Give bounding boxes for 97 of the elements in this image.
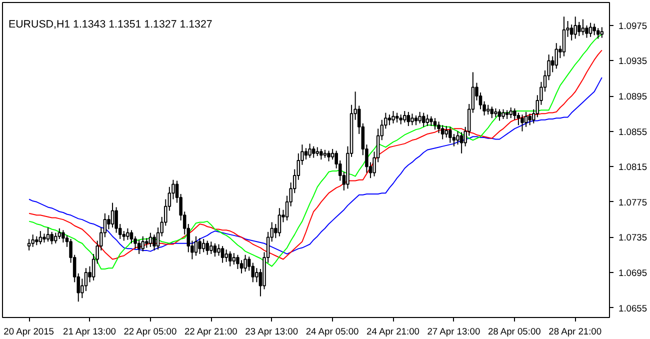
x-tick-label: 24 Apr 05:00: [306, 326, 359, 336]
candlestick: [433, 118, 437, 130]
candlestick: [418, 111, 422, 124]
candlestick: [278, 208, 282, 237]
candlestick: [240, 260, 244, 274]
candlestick: [320, 148, 323, 160]
x-tick-label: 21 Apr 13:00: [63, 326, 116, 336]
candlestick: [498, 108, 502, 122]
x-tick-label: 23 Apr 13:00: [245, 326, 298, 336]
y-tick-label: 1.0735: [618, 232, 648, 243]
candlestick: [414, 114, 418, 126]
candlestick: [581, 18, 585, 36]
candlestick: [392, 110, 395, 124]
x-tick-label: 22 Apr 05:00: [124, 326, 177, 336]
candlestick: [312, 146, 316, 158]
candlestick: [62, 230, 65, 243]
candlestick: [27, 238, 31, 251]
x-tick-label: 27 Apr 13:00: [427, 326, 480, 336]
candlestick: [460, 132, 464, 154]
y-tick-label: 1.0655: [618, 303, 648, 314]
candlestick: [403, 110, 406, 123]
candlestick: [456, 130, 460, 146]
y-tick-label: 1.0815: [618, 162, 648, 172]
candlestick: [141, 236, 145, 252]
candlestick: [448, 126, 452, 144]
x-tick-label: 20 Apr 2015: [4, 326, 54, 336]
candlestick: [578, 21, 581, 37]
candlestick: [330, 148, 334, 160]
candlestick: [596, 28, 600, 40]
candlestick: [84, 268, 88, 292]
candlestick: [486, 104, 490, 116]
candlestick: [592, 23, 596, 36]
x-tick-label: 22 Apr 21:00: [184, 326, 238, 336]
x-tick-label: 28 Apr 05:00: [488, 326, 541, 336]
candlestick: [46, 227, 50, 242]
candlestick: [206, 240, 209, 256]
candlestick: [426, 114, 430, 127]
candlestick: [54, 232, 58, 244]
candlestick: [152, 234, 156, 251]
candlestick: [232, 252, 236, 266]
candlestick: [388, 114, 392, 126]
text: EURUSD,H1 1.1343 1.1351 1.1327 1.1327: [8, 18, 212, 30]
candlestick: [430, 116, 433, 127]
candlestick: [126, 228, 130, 240]
candlestick: [145, 238, 148, 248]
candlestick: [570, 24, 574, 41]
candlestick: [304, 148, 308, 160]
y-tick-label: 1.0775: [618, 197, 648, 208]
candlestick: [58, 228, 62, 240]
candlestick: [122, 230, 126, 242]
x-tick-label: 24 Apr 21:00: [366, 326, 420, 336]
candlestick: [422, 112, 426, 128]
candlestick: [213, 242, 217, 258]
candlestick: [327, 150, 330, 162]
candlestick: [210, 241, 213, 254]
candlestick: [130, 230, 134, 244]
candlestick: [574, 16, 577, 40]
candlestick: [220, 246, 224, 264]
y-tick-label: 1.0695: [618, 268, 648, 278]
candlestick: [110, 202, 114, 228]
candlestick: [202, 238, 206, 253]
candlestick: [502, 108, 505, 120]
x-tick-label: 28 Apr 21:00: [548, 326, 602, 336]
candlestick: [194, 236, 198, 256]
candlestick: [562, 16, 566, 57]
candlestick: [524, 111, 528, 128]
candlestick: [198, 238, 202, 254]
candlestick: [148, 232, 152, 248]
candlestick: [406, 111, 410, 127]
candlestick: [217, 244, 220, 256]
candlestick: [410, 113, 414, 126]
candlestick: [50, 231, 54, 245]
y-tick-label: 1.0855: [618, 126, 648, 137]
candlestick: [224, 249, 228, 262]
candlestick: [490, 106, 494, 119]
candlestick: [452, 133, 456, 147]
candlestick: [399, 114, 402, 125]
candlestick: [38, 230, 42, 245]
candlestick: [440, 124, 444, 140]
candlestick: [600, 26, 604, 38]
candlestick: [137, 239, 141, 254]
y-tick-label: 1.0975: [618, 20, 648, 31]
y-tick-label: 1.0935: [618, 56, 648, 66]
y-tick-label: 1.0895: [618, 92, 648, 102]
candlestick: [236, 254, 240, 270]
candlestick: [308, 143, 312, 158]
candlestick: [520, 114, 524, 132]
candlestick: [395, 112, 399, 123]
candlestick: [509, 107, 512, 119]
candlestick: [554, 42, 558, 70]
candlestick: [528, 113, 532, 126]
candlestick: [588, 22, 592, 38]
candlestick: [31, 234, 34, 248]
candlestick: [244, 254, 247, 272]
candlestick: [255, 268, 258, 283]
candlestick: [228, 250, 232, 267]
candlestick: [444, 126, 448, 138]
